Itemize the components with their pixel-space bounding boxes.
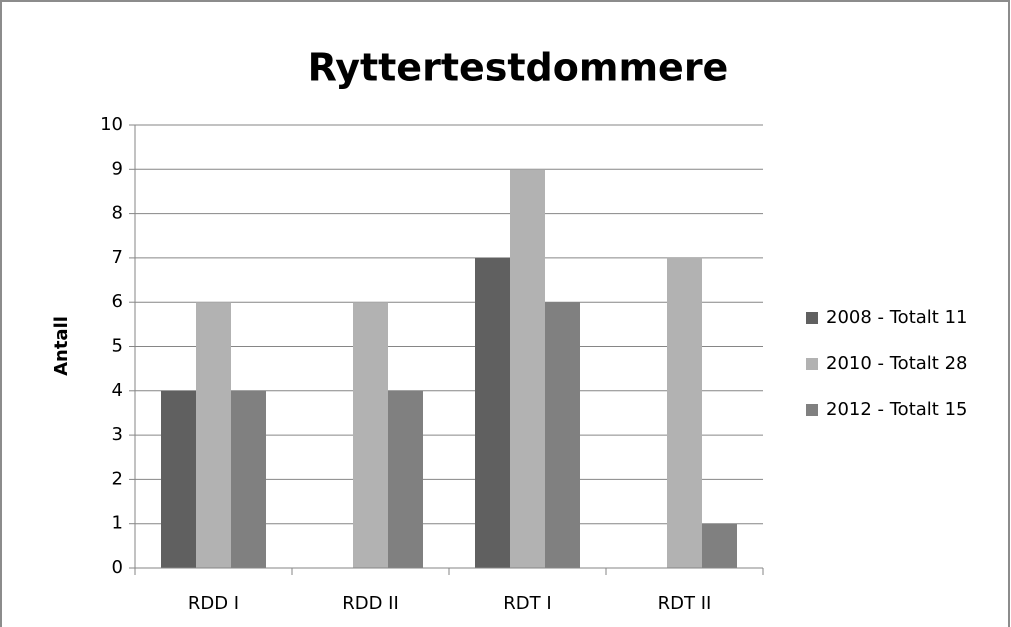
legend-swatch — [806, 312, 818, 324]
x-tick-label: RDD I — [188, 593, 239, 614]
y-tick-label: 4 — [112, 380, 123, 401]
legend-swatch — [806, 404, 818, 416]
legend-label: 2012 - Totalt 15 — [826, 399, 967, 420]
bar — [702, 523, 737, 568]
y-tick-label: 5 — [112, 336, 123, 357]
bar — [510, 169, 545, 569]
x-tick-label: RDT II — [658, 593, 712, 614]
y-axis-label: Antall — [51, 316, 72, 376]
y-tick-label: 9 — [112, 158, 123, 179]
x-tick-label: RDT I — [503, 593, 551, 614]
bar — [545, 302, 580, 568]
chart-title: Ryttertestdommere — [308, 46, 729, 90]
y-tick-label: 0 — [112, 557, 123, 578]
y-tick-label: 1 — [112, 513, 123, 534]
bar — [667, 257, 702, 568]
bar — [196, 302, 231, 568]
y-tick-label: 8 — [112, 203, 123, 224]
y-tick-label: 6 — [112, 291, 123, 312]
y-tick-label: 7 — [112, 247, 123, 268]
legend-swatch — [806, 358, 818, 370]
y-tick-label: 3 — [112, 424, 123, 445]
legend-label: 2010 - Totalt 28 — [826, 353, 967, 374]
bar — [388, 390, 423, 568]
bar — [231, 390, 266, 568]
bar — [161, 390, 196, 568]
y-tick-label: 10 — [100, 114, 123, 135]
bar — [353, 302, 388, 568]
bar — [475, 257, 510, 568]
y-tick-label: 2 — [112, 468, 123, 489]
legend-label: 2008 - Totalt 11 — [826, 307, 967, 328]
x-tick-label: RDD II — [342, 593, 399, 614]
